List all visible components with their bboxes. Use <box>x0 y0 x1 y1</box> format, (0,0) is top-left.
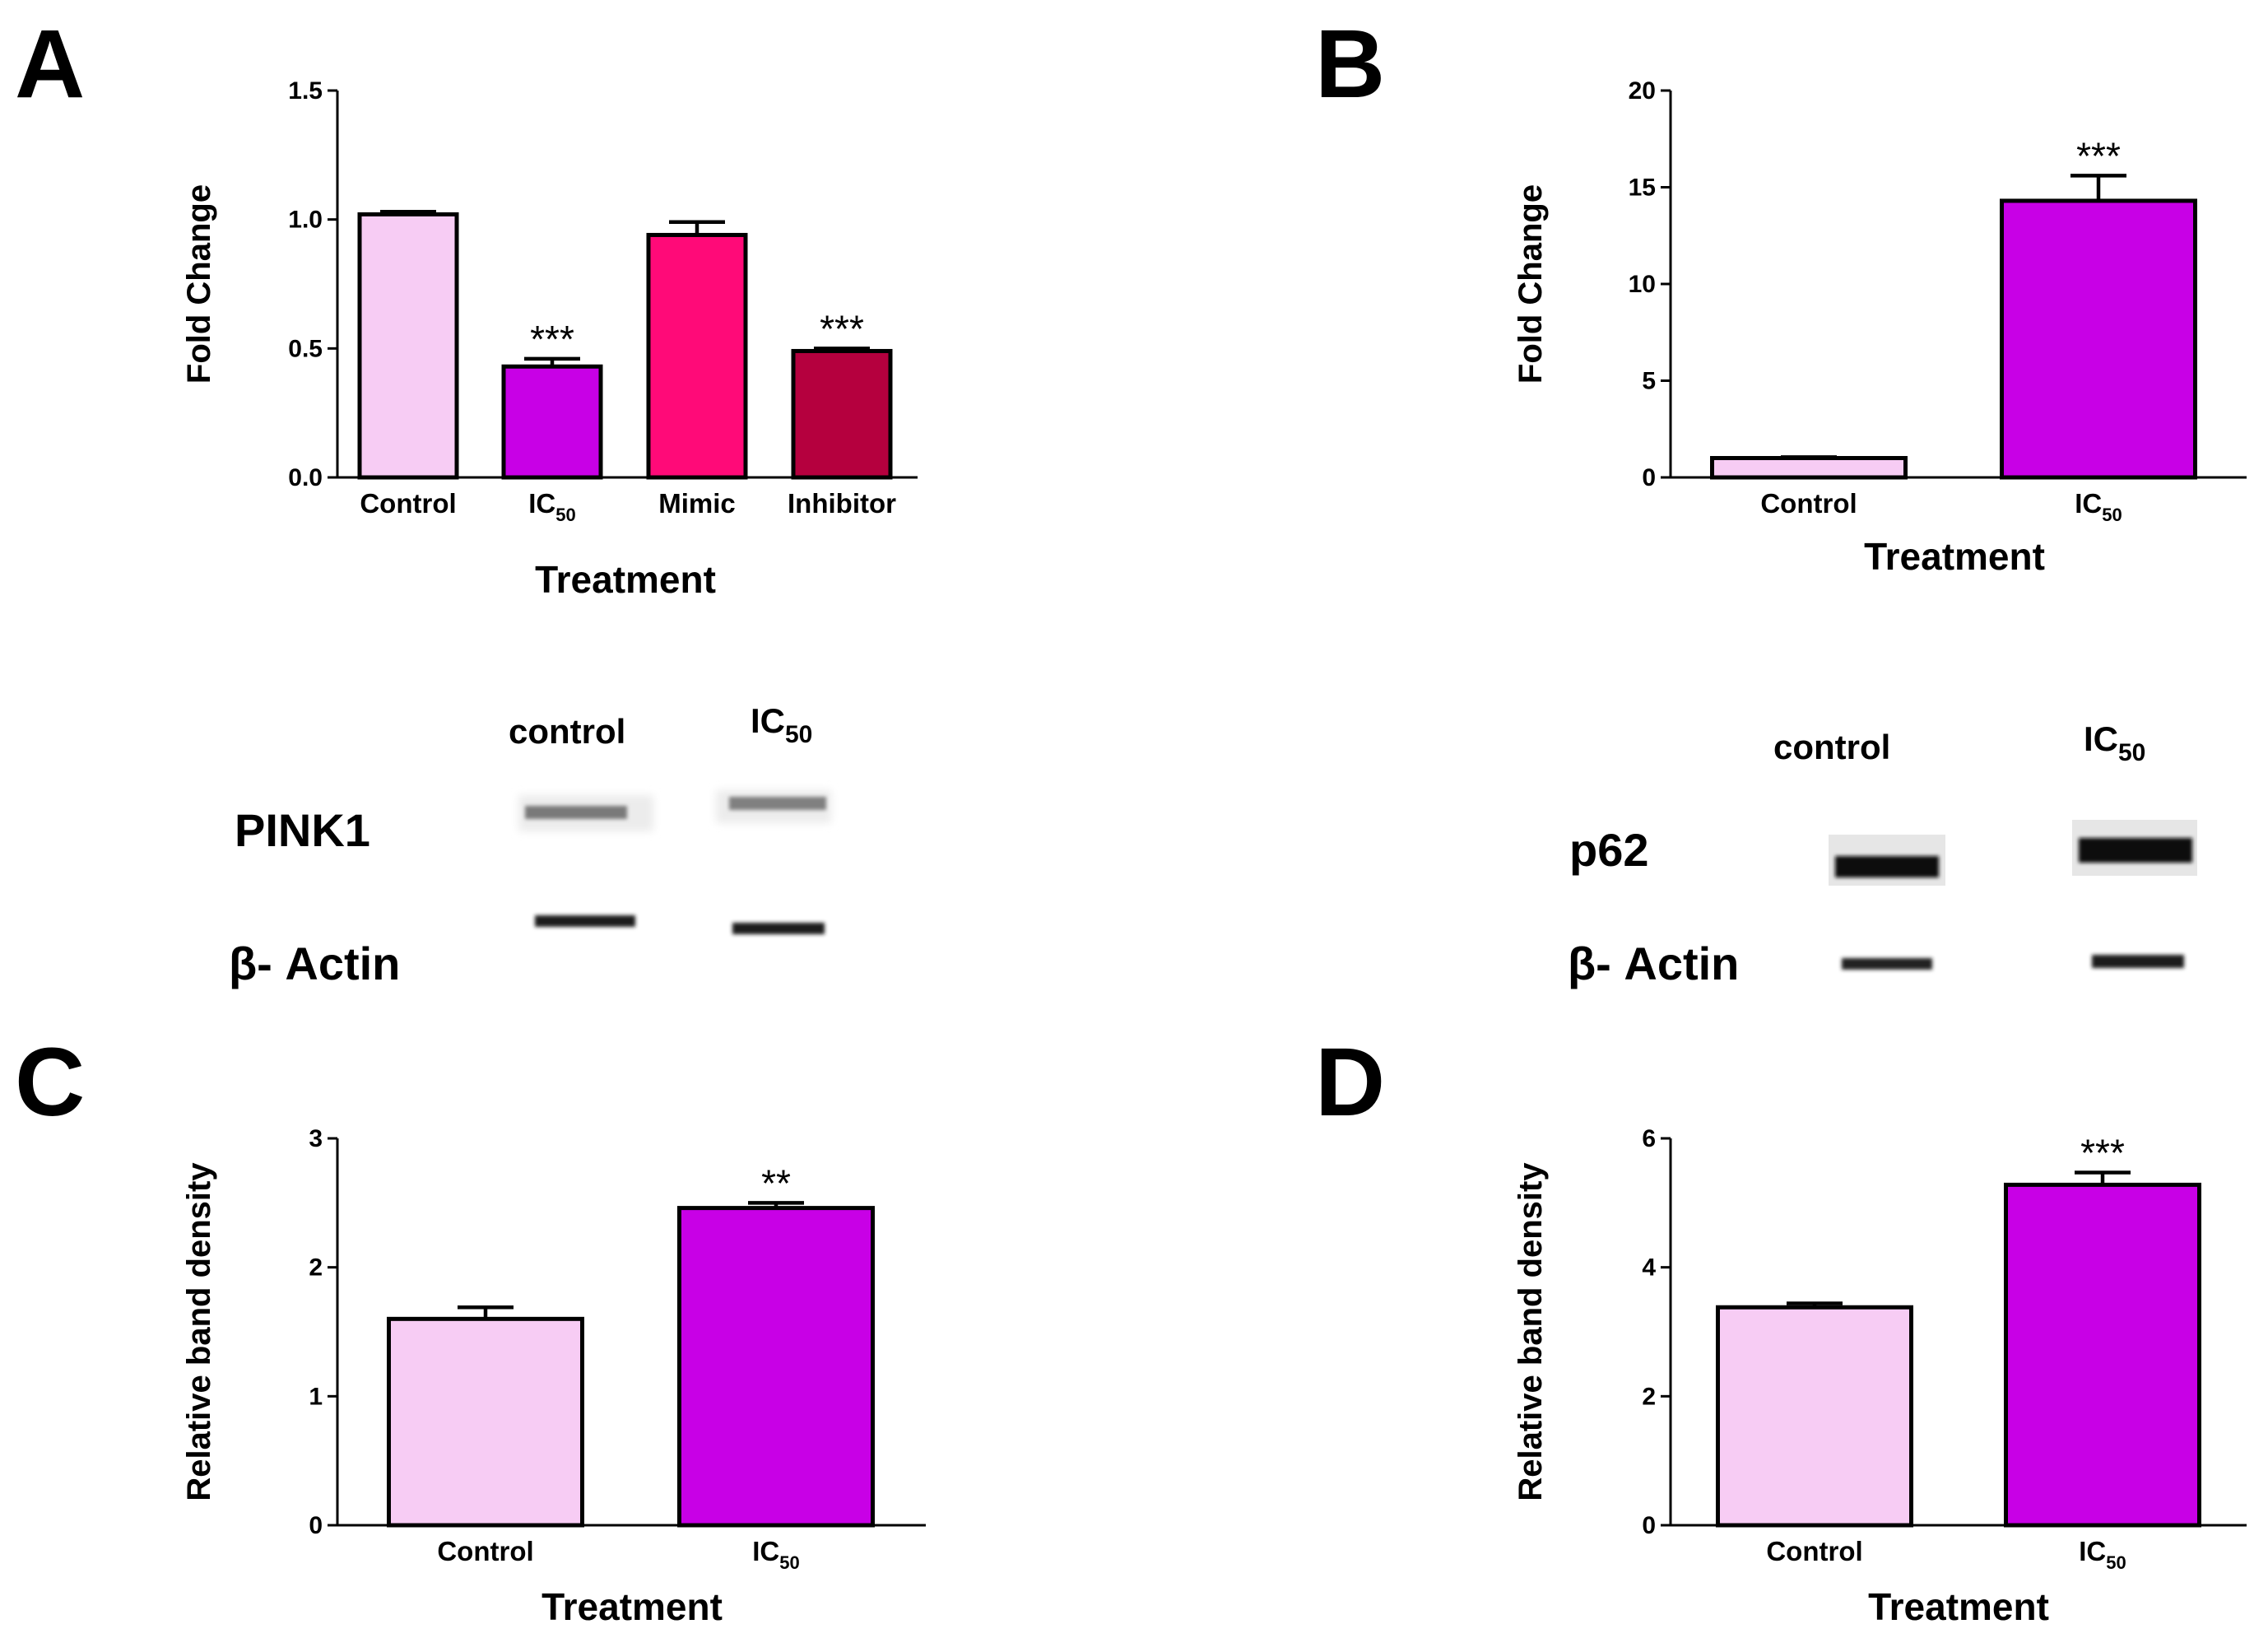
chart-a-ytick-label: 0.5 <box>288 335 323 362</box>
chart-b-y-axis-title: Fold Change <box>1513 184 1549 384</box>
chart-b-significance: *** <box>2076 134 2121 177</box>
chart-a-x-axis-title: Treatment <box>535 558 716 601</box>
blot-band-pink1-control-core <box>525 806 627 819</box>
blot-band-actin-right-ic50 <box>2092 955 2184 968</box>
chart-d: 0 2 4 6 Control *** IC50 Treatment Relative band… <box>1513 1125 2247 1628</box>
blot-band-actin-right-control <box>1842 958 1932 970</box>
chart-c-bar <box>677 1206 875 1528</box>
chart-b-bar <box>2000 198 2197 480</box>
blot-right-protein-p62-label: p62 <box>1569 824 1649 876</box>
chart-d-category-label: Control <box>1766 1536 1862 1566</box>
chart-c-ytick-label: 2 <box>309 1254 323 1282</box>
chart-c: 0 1 2 3 Control ** IC50 Treatment Relative band … <box>181 1125 926 1628</box>
chart-c-category-label: IC50 <box>752 1536 799 1573</box>
chart-d-bar <box>2004 1182 2201 1528</box>
chart-a-category-label: Inhibitor <box>788 488 896 519</box>
chart-b-bar <box>1710 456 1908 480</box>
chart-a-ytick-label: 1.0 <box>288 207 323 234</box>
chart-a: 0.0 0.5 1.0 1.5 Control *** IC50 Mimic *** Inhibi… <box>181 77 918 601</box>
panel-label-d: D <box>1315 1028 1385 1137</box>
chart-a-category-label: Control <box>360 488 456 519</box>
chart-d-ytick-label: 2 <box>1642 1383 1656 1410</box>
blot-band-actin-control <box>535 915 635 927</box>
chart-b-category-label: Control <box>1760 488 1857 519</box>
chart-a-significance: *** <box>530 318 574 361</box>
chart-d-bar <box>1716 1305 1913 1528</box>
chart-b-x-axis-title: Treatment <box>1864 535 2045 578</box>
panel-label-b: B <box>1315 10 1385 119</box>
chart-b-category-label: IC50 <box>2075 488 2122 525</box>
chart-b: 0 5 10 15 20 Control *** IC50 Treatment Fold Chan… <box>1513 77 2247 578</box>
chart-b-ytick-label: 15 <box>1629 175 1656 202</box>
chart-a-ytick-label: 0.0 <box>288 464 323 491</box>
blot-right-protein-actin-label: β- Actin <box>1568 938 1739 989</box>
chart-d-y-axis-title: Relative band density <box>1513 1162 1549 1501</box>
chart-a-bar <box>357 212 459 480</box>
chart-a-bar <box>501 364 603 480</box>
blot-band-pink1-ic50-core <box>729 797 826 810</box>
chart-d-ytick-label: 6 <box>1642 1125 1656 1152</box>
chart-c-ytick-label: 0 <box>309 1512 323 1539</box>
chart-c-category-label: Control <box>437 1536 533 1566</box>
blot-band-p62-ic50 <box>2079 838 2192 863</box>
chart-b-ytick-label: 5 <box>1642 368 1656 395</box>
chart-a-ytick-label: 1.5 <box>288 77 323 105</box>
panel-label-a: A <box>15 10 85 119</box>
blot-left-protein-actin-label: β- Actin <box>229 938 400 989</box>
chart-d-category-label: IC50 <box>2079 1536 2126 1573</box>
chart-c-y-axis-title: Relative band density <box>181 1162 217 1501</box>
chart-c-ytick-label: 3 <box>309 1125 323 1152</box>
chart-d-ytick-label: 0 <box>1642 1512 1656 1539</box>
chart-d-ytick-label: 4 <box>1642 1254 1656 1282</box>
western-blot-left: control IC50 PINK1 β- Actin <box>229 701 831 989</box>
chart-a-y-axis-title: Fold Change <box>181 184 217 384</box>
chart-b-ytick-label: 10 <box>1629 271 1656 298</box>
chart-d-x-axis-title: Treatment <box>1868 1585 2049 1628</box>
chart-d-significance: *** <box>2080 1132 2125 1175</box>
chart-c-x-axis-title: Treatment <box>541 1585 723 1628</box>
chart-a-bar <box>791 348 893 480</box>
chart-a-category-label: Mimic <box>658 488 736 519</box>
blot-band-p62-control <box>1835 856 1939 877</box>
chart-c-ytick-label: 1 <box>309 1383 323 1410</box>
chart-c-bar <box>387 1316 584 1528</box>
chart-a-significance: *** <box>820 307 864 350</box>
chart-a-category-label: IC50 <box>528 488 575 525</box>
blot-right-lane-ic50-label: IC50 <box>2084 719 2145 766</box>
western-blot-right: control IC50 p62 β- Actin <box>1568 719 2197 989</box>
blot-left-lane-ic50-label: IC50 <box>751 701 812 748</box>
blot-left-protein-pink1-label: PINK1 <box>235 804 370 856</box>
chart-b-ytick-label: 0 <box>1642 464 1656 491</box>
chart-c-significance: ** <box>761 1161 791 1204</box>
blot-right-lane-control-label: control <box>1773 728 1890 766</box>
chart-a-bar <box>646 232 748 480</box>
blot-left-lane-control-label: control <box>509 712 625 751</box>
blot-band-actin-ic50 <box>732 923 825 934</box>
panel-label-c: C <box>15 1028 85 1137</box>
chart-b-ytick-label: 20 <box>1629 77 1656 105</box>
